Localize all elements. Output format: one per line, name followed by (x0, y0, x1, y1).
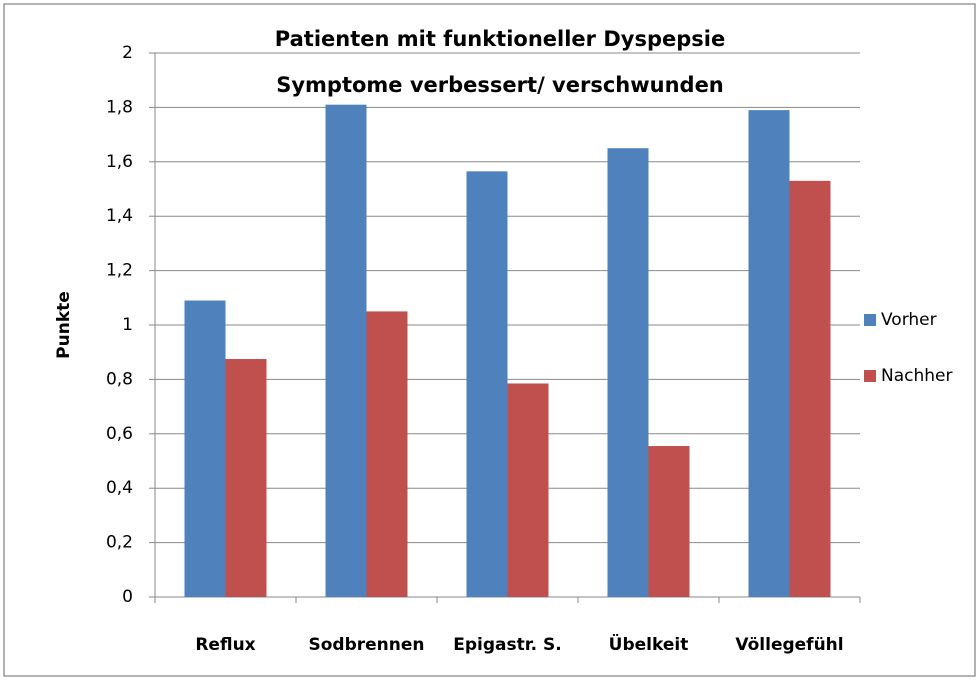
x-tick-label: Epigastr. S. (453, 635, 562, 655)
x-tick-label: Reflux (195, 635, 255, 655)
y-axis-label: Punkte (54, 291, 74, 359)
bar (748, 110, 790, 598)
x-tick-label: Völlegefühl (735, 635, 843, 655)
chart-title: Patienten mit funktioneller Dyspepsie (275, 27, 725, 51)
bar (648, 446, 690, 597)
bar (507, 383, 549, 597)
bar (366, 311, 408, 597)
y-tick-label: 0,2 (106, 533, 133, 553)
bar (789, 180, 831, 597)
legend-swatch (864, 314, 876, 326)
legend-label: Vorher (881, 310, 937, 330)
y-tick-label: 1 (122, 315, 133, 335)
y-tick-label: 1,8 (106, 97, 133, 117)
y-tick-label: 1,2 (106, 261, 133, 281)
chart-subtitle: Symptome verbessert/ verschwunden (276, 73, 724, 97)
x-tick-label: Sodbrennen (308, 635, 424, 655)
y-tick-label: 1,6 (106, 152, 133, 172)
y-tick-label: 1,4 (106, 206, 133, 226)
y-tick-label: 0,6 (106, 424, 133, 444)
bar (184, 300, 226, 597)
legend-label: Nachher (881, 366, 952, 386)
chart-frame (3, 3, 976, 677)
bar (466, 171, 508, 597)
y-tick-label: 0 (122, 587, 133, 607)
x-tick-label: Übelkeit (609, 633, 689, 655)
bar (325, 104, 367, 598)
y-tick-label: 2 (122, 43, 133, 63)
y-tick-label: 0,4 (106, 478, 133, 498)
legend-swatch (864, 370, 876, 382)
y-tick-label: 0,8 (106, 369, 133, 389)
bar (607, 148, 649, 597)
bar (225, 359, 267, 597)
